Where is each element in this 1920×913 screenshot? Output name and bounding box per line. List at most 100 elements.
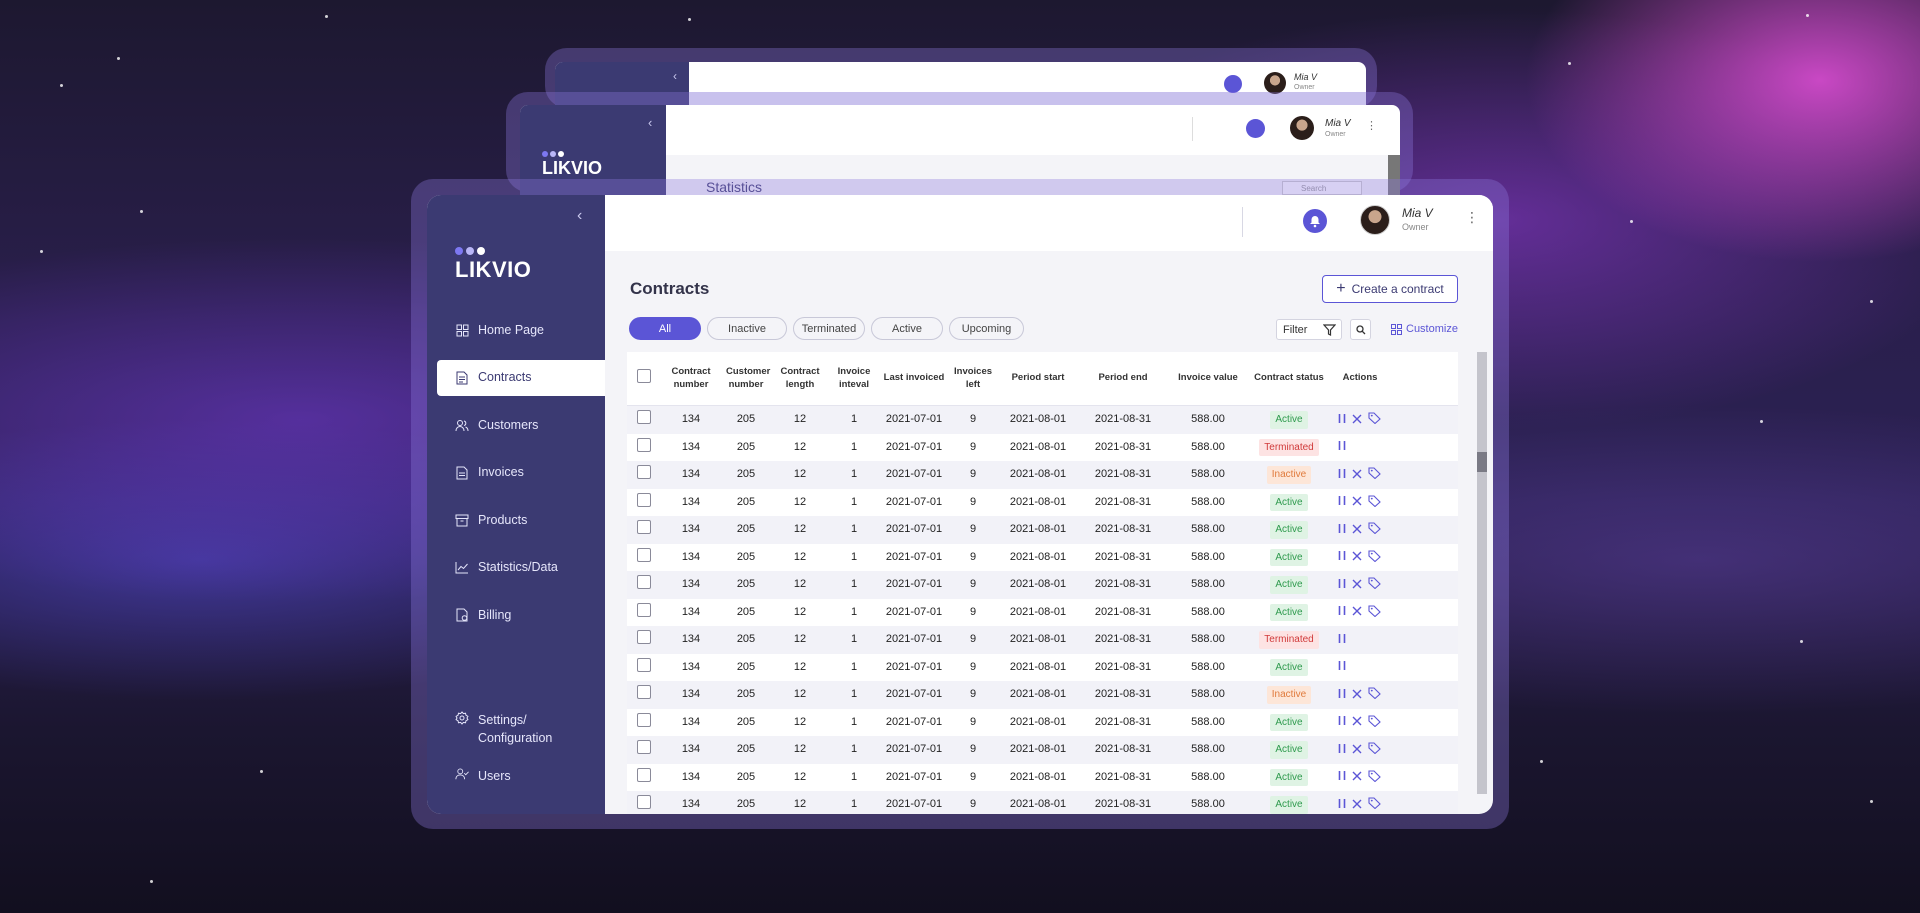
tab-terminated[interactable]: Terminated [793, 317, 865, 340]
row-checkbox[interactable] [636, 520, 651, 535]
table-row[interactable]: 134 205 12 1 2021-07-01 9 2021-08-01 2021-08-31… [627, 654, 1458, 682]
table-row[interactable]: 134 205 12 1 2021-07-01 9 2021-08-01 2021-08-31… [627, 681, 1458, 709]
table-row[interactable]: 134 205 12 1 2021-07-01 9 2021-08-01 2021-08-31… [627, 434, 1458, 462]
tab-inactive[interactable]: Inactive [707, 317, 787, 340]
row-checkbox[interactable] [636, 437, 651, 452]
tab-active[interactable]: Active [871, 317, 943, 340]
kebab-menu-icon[interactable]: ⋮ [1465, 209, 1479, 225]
create-contract-button[interactable]: + Create a contract [1322, 275, 1458, 303]
table-row[interactable]: 134 205 12 1 2021-07-01 9 2021-08-01 2021-08-31… [627, 626, 1458, 654]
scrollbar[interactable] [1477, 352, 1487, 794]
pause-icon[interactable] [1338, 440, 1346, 454]
collapse-icon[interactable]: ‹ [648, 115, 653, 130]
close-icon[interactable] [1352, 743, 1362, 757]
row-checkbox[interactable] [636, 767, 651, 782]
column-header[interactable]: Invoices left [954, 365, 993, 390]
column-header[interactable]: Customer number [726, 365, 771, 390]
close-icon[interactable] [1352, 468, 1362, 482]
column-header[interactable]: Period start [1011, 372, 1065, 384]
tag-icon[interactable] [1368, 605, 1381, 620]
select-all-checkbox[interactable] [636, 369, 651, 384]
bell-icon[interactable] [1246, 119, 1265, 138]
sidebar-item-products[interactable]: Products [437, 502, 605, 538]
table-row[interactable]: 134 205 12 1 2021-07-01 9 2021-08-01 2021-08-31… [627, 544, 1458, 572]
sidebar-item-customers[interactable]: Customers [437, 407, 605, 443]
row-checkbox[interactable] [636, 685, 651, 700]
avatar[interactable] [1360, 205, 1390, 235]
row-checkbox[interactable] [636, 630, 651, 645]
table-row[interactable]: 134 205 12 1 2021-07-01 9 2021-08-01 2021-08-31… [627, 736, 1458, 764]
tag-icon[interactable] [1368, 495, 1381, 510]
row-checkbox[interactable] [636, 575, 651, 590]
table-row[interactable]: 134 205 12 1 2021-07-01 9 2021-08-01 2021-08-31… [627, 406, 1458, 434]
close-icon[interactable] [1352, 495, 1362, 509]
pause-icon[interactable] [1338, 660, 1346, 674]
notification-bell-icon[interactable] [1303, 209, 1327, 233]
close-icon[interactable] [1352, 550, 1362, 564]
row-checkbox[interactable] [636, 740, 651, 755]
close-icon[interactable] [1352, 798, 1362, 812]
bell-icon[interactable] [1224, 75, 1242, 93]
tag-icon[interactable] [1368, 522, 1381, 537]
sidebar-item-billing[interactable]: Billing [437, 597, 605, 633]
row-checkbox[interactable] [636, 795, 651, 810]
column-header[interactable]: Invoice inteval [837, 365, 871, 390]
tag-icon[interactable] [1368, 742, 1381, 757]
table-row[interactable]: 134 205 12 1 2021-07-01 9 2021-08-01 2021-08-31… [627, 489, 1458, 517]
pause-icon[interactable] [1338, 688, 1346, 702]
pause-icon[interactable] [1338, 413, 1346, 427]
table-row[interactable]: 134 205 12 1 2021-07-01 9 2021-08-01 2021-08-31… [627, 461, 1458, 489]
tag-icon[interactable] [1368, 412, 1381, 427]
collapse-sidebar-icon[interactable]: ‹ [577, 207, 583, 224]
column-header[interactable]: Contract number [671, 365, 711, 390]
pause-icon[interactable] [1338, 550, 1346, 564]
pause-icon[interactable] [1338, 715, 1346, 729]
close-icon[interactable] [1352, 605, 1362, 619]
column-header[interactable]: Actions [1342, 372, 1378, 384]
close-icon[interactable] [1352, 715, 1362, 729]
pause-icon[interactable] [1338, 578, 1346, 592]
sidebar-item-contracts[interactable]: Contracts [437, 359, 605, 396]
tag-icon[interactable] [1368, 577, 1381, 592]
close-icon[interactable] [1352, 413, 1362, 427]
pause-icon[interactable] [1338, 495, 1346, 509]
column-header[interactable]: Last invoiced [883, 372, 945, 384]
table-row[interactable]: 134 205 12 1 2021-07-01 9 2021-08-01 2021-08-31… [627, 764, 1458, 792]
pause-icon[interactable] [1338, 743, 1346, 757]
tag-icon[interactable] [1368, 797, 1381, 812]
row-checkbox[interactable] [636, 712, 651, 727]
table-row[interactable]: 134 205 12 1 2021-07-01 9 2021-08-01 2021-08-31… [627, 571, 1458, 599]
pause-icon[interactable] [1338, 770, 1346, 784]
tab-upcoming[interactable]: Upcoming [949, 317, 1024, 340]
customize-button[interactable]: Customize [1391, 323, 1458, 335]
row-checkbox[interactable] [636, 602, 651, 617]
close-icon[interactable] [1352, 688, 1362, 702]
collapse-icon[interactable]: ‹ [673, 69, 677, 83]
pause-icon[interactable] [1338, 605, 1346, 619]
column-header[interactable]: Contract length [780, 365, 820, 390]
column-header[interactable]: Contract status [1254, 372, 1324, 384]
search-button[interactable] [1350, 319, 1371, 340]
filter-dropdown[interactable]: Filter [1276, 319, 1342, 340]
sidebar-item-statistics-data[interactable]: Statistics/Data [437, 550, 605, 586]
table-row[interactable]: 134 205 12 1 2021-07-01 9 2021-08-01 2021-08-31… [627, 599, 1458, 627]
table-row[interactable]: 134 205 12 1 2021-07-01 9 2021-08-01 2021-08-31… [627, 709, 1458, 737]
tag-icon[interactable] [1368, 770, 1381, 785]
pause-icon[interactable] [1338, 468, 1346, 482]
pause-icon[interactable] [1338, 523, 1346, 537]
tag-icon[interactable] [1368, 715, 1381, 730]
close-icon[interactable] [1352, 523, 1362, 537]
tag-icon[interactable] [1368, 550, 1381, 565]
tag-icon[interactable] [1368, 467, 1381, 482]
sidebar-item-invoices[interactable]: Invoices [437, 455, 605, 491]
row-checkbox[interactable] [636, 410, 651, 425]
column-header[interactable]: Invoice value [1178, 372, 1238, 384]
pause-icon[interactable] [1338, 798, 1346, 812]
column-header[interactable]: Period end [1098, 372, 1148, 384]
sidebar-item-users[interactable]: Users [437, 767, 605, 785]
scrollbar-thumb[interactable] [1477, 452, 1487, 472]
table-row[interactable]: 134 205 12 1 2021-07-01 9 2021-08-01 2021-08-31… [627, 516, 1458, 544]
search-input[interactable]: Search [1282, 181, 1362, 195]
row-checkbox[interactable] [636, 492, 651, 507]
kebab-icon[interactable]: ⋮ [1366, 120, 1377, 132]
